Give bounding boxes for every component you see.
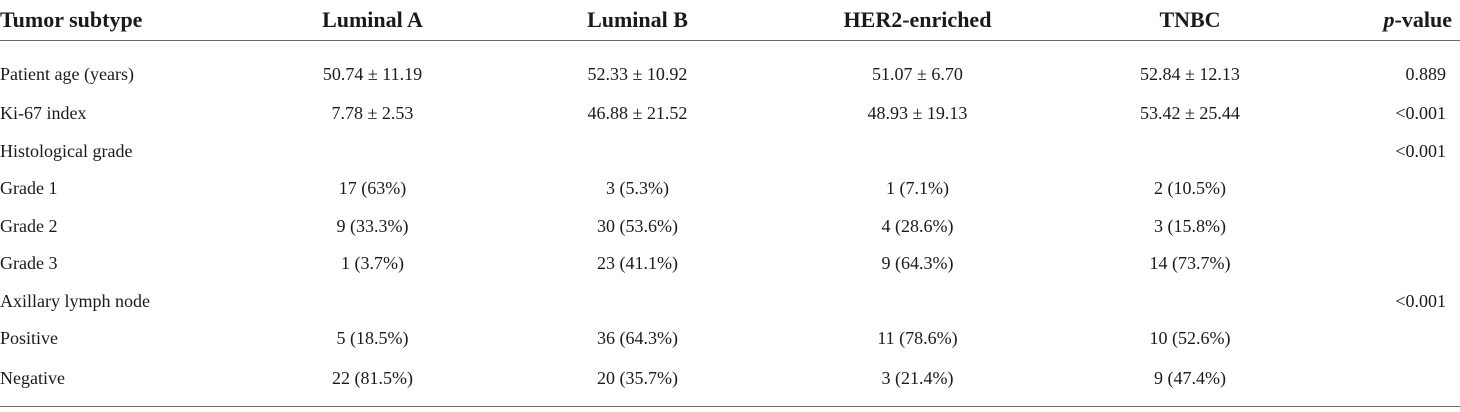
cell-p-value (1325, 208, 1460, 246)
cell-tnbc: 52.84 ± 12.13 (1140, 63, 1240, 84)
table-row: Grade 1 17 (63%) 3 (5.3%) 1 (7.1%) 2 (10… (0, 170, 1460, 208)
cell-luminal-a: 9 (33.3%) (336, 215, 409, 236)
cell-her2-enriched: 11 (78.6%) (877, 328, 958, 349)
cell-p-value (1325, 320, 1460, 358)
cell-luminal-a (250, 283, 495, 321)
table-body: Patient age (years) 50.74 ± 11.19 52.33 … (0, 41, 1460, 407)
cell-p-value: <0.001 (1395, 290, 1446, 311)
header-luminal-a: Luminal A (250, 0, 495, 41)
cell-her2-enriched (780, 133, 1055, 171)
cell-p-value (1325, 245, 1460, 283)
table-header: Tumor subtype Luminal A Luminal B HER2-e… (0, 0, 1460, 41)
cell-luminal-a: 1 (3.7%) (341, 253, 404, 274)
cell-her2-enriched: 48.93 ± 19.13 (867, 103, 968, 124)
cell-luminal-a: 50.74 ± 11.19 (322, 63, 423, 84)
cell-luminal-a: 17 (63%) (338, 178, 407, 199)
table-row: Grade 2 9 (33.3%) 30 (53.6%) 4 (28.6%) 3… (0, 208, 1460, 246)
cell-luminal-a (250, 133, 495, 171)
cell-luminal-b: 23 (41.1%) (597, 253, 678, 274)
cell-tnbc: 10 (52.6%) (1149, 328, 1231, 349)
cell-p-value: 0.889 (1405, 63, 1447, 84)
table-row: Axillary lymph node <0.001 (0, 283, 1460, 321)
row-label: Positive (0, 328, 59, 349)
cell-her2-enriched (780, 283, 1055, 321)
cell-luminal-b: 3 (5.3%) (606, 178, 669, 199)
cell-her2-enriched: 9 (64.3%) (881, 253, 954, 274)
header-luminal-b: Luminal B (495, 0, 780, 41)
row-label: Axillary lymph node (0, 290, 150, 311)
cell-her2-enriched: 1 (7.1%) (886, 178, 949, 199)
table-row: Positive 5 (18.5%) 36 (64.3%) 11 (78.6%)… (0, 320, 1460, 358)
row-label: Grade 2 (0, 215, 58, 236)
cell-luminal-b (495, 133, 780, 171)
cell-luminal-a: 5 (18.5%) (336, 328, 409, 349)
table-row: Negative 22 (81.5%) 20 (35.7%) 3 (21.4%)… (0, 357, 1460, 407)
cell-p-value: <0.001 (1395, 140, 1446, 161)
table-row: Patient age (years) 50.74 ± 11.19 52.33 … (0, 41, 1460, 96)
cell-tnbc: 53.42 ± 25.44 (1140, 103, 1240, 124)
row-label: Ki-67 index (0, 103, 87, 124)
cell-p-value: <0.001 (1395, 103, 1446, 124)
cell-tnbc (1055, 283, 1325, 321)
cell-p-value (1325, 357, 1460, 407)
cell-luminal-b (495, 283, 780, 321)
cell-her2-enriched: 51.07 ± 6.70 (872, 63, 963, 84)
header-her2-enriched: HER2-enriched (780, 0, 1055, 41)
row-label: Patient age (years) (0, 63, 134, 84)
cell-her2-enriched: 3 (21.4%) (780, 357, 1055, 407)
row-label: Negative (0, 357, 250, 407)
cell-luminal-b: 52.33 ± 10.92 (587, 63, 688, 84)
row-label: Grade 1 (0, 178, 58, 199)
cell-tnbc: 2 (10.5%) (1154, 178, 1226, 199)
cell-her2-enriched: 4 (28.6%) (881, 215, 954, 236)
cell-tnbc: 14 (73.7%) (1149, 253, 1231, 274)
header-p-value-italic: p (1383, 7, 1395, 32)
table-row: Grade 3 1 (3.7%) 23 (41.1%) 9 (64.3%) 14… (0, 245, 1460, 283)
cell-luminal-b: 46.88 ± 21.52 (587, 103, 688, 124)
row-label: Histological grade (0, 140, 133, 161)
cell-tnbc: 3 (15.8%) (1154, 215, 1226, 236)
row-label: Grade 3 (0, 253, 58, 274)
cell-luminal-b: 20 (35.7%) (495, 357, 780, 407)
table-row: Ki-67 index 7.78 ± 2.53 46.88 ± 21.52 48… (0, 95, 1460, 133)
header-tnbc: TNBC (1055, 0, 1325, 41)
header-row: Tumor subtype Luminal A Luminal B HER2-e… (0, 0, 1460, 41)
cell-luminal-b: 36 (64.3%) (597, 328, 678, 349)
header-p-value: p-value (1325, 0, 1460, 41)
cell-luminal-b: 30 (53.6%) (597, 215, 678, 236)
cell-tnbc: 9 (47.4%) (1055, 357, 1325, 407)
table-row: Histological grade <0.001 (0, 133, 1460, 171)
header-p-value-rest: -value (1394, 7, 1452, 32)
cell-luminal-a: 7.78 ± 2.53 (331, 103, 414, 124)
header-tumor-subtype: Tumor subtype (0, 0, 250, 41)
cell-p-value (1325, 170, 1460, 208)
cell-luminal-a: 22 (81.5%) (250, 357, 495, 407)
cell-tnbc (1055, 133, 1325, 171)
